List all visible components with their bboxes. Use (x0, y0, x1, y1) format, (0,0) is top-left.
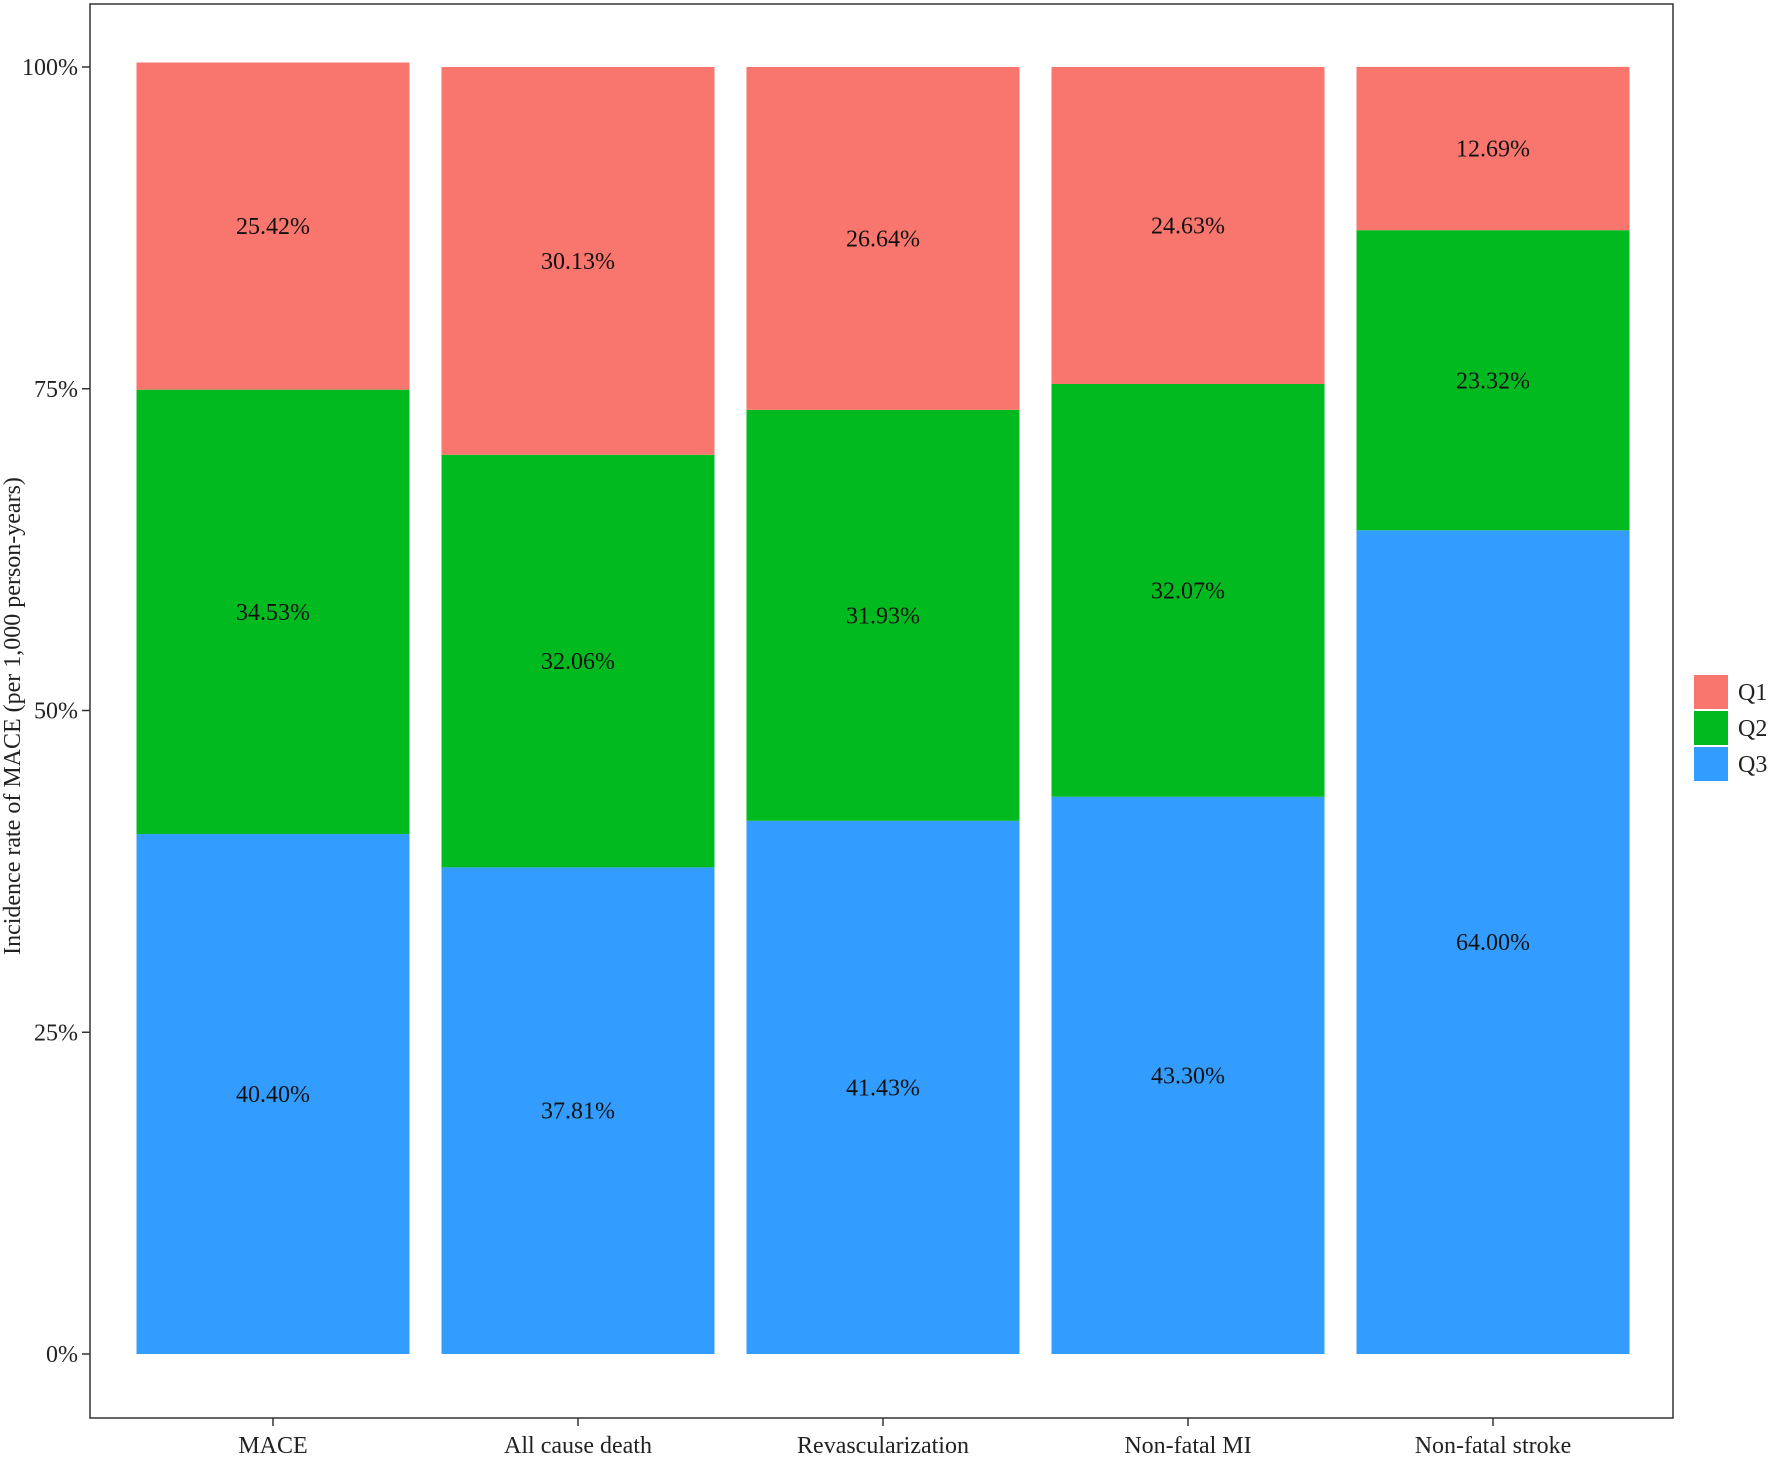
x-category-label: Revascularization (797, 1433, 969, 1459)
legend-label-q1: Q1 (1738, 680, 1767, 706)
x-category-label: MACE (238, 1433, 307, 1459)
bar-q1-non-fatal-stroke (1356, 66, 1630, 231)
bar-value-label: 32.06% (541, 649, 615, 675)
legend-label-q2: Q2 (1738, 716, 1767, 742)
legend-key-q2 (1694, 711, 1728, 745)
bar-q2-mace (136, 389, 410, 835)
bar-value-label: 25.42% (236, 214, 310, 240)
bar-labels: 40.40% 34.53% 25.42% 37.81% 32.06% 30.13% 41.4… (236, 137, 1530, 1125)
legend-label-q3: Q3 (1738, 752, 1767, 778)
bar-q1-revascularization (746, 67, 1020, 410)
bar-q3-mace (136, 834, 410, 1354)
bar-value-label: 64.00% (1456, 930, 1530, 956)
bar-q3-all-cause-death (441, 867, 715, 1354)
bar-value-label: 41.43% (846, 1075, 920, 1101)
bar-q3-non-fatal-mi (1051, 796, 1325, 1354)
bar-value-label: 37.81% (541, 1099, 615, 1125)
bar-q2-non-fatal-stroke (1356, 230, 1630, 531)
y-axis: 0% 25% 50% 75% 100% (22, 55, 90, 1368)
bar-q1-all-cause-death (441, 67, 715, 455)
bar-value-label: 24.63% (1151, 213, 1225, 239)
y-tick-label: 75% (34, 377, 78, 403)
y-tick-label: 50% (34, 699, 78, 725)
bar-value-label: 23.32% (1456, 368, 1530, 394)
bar-q2-all-cause-death (441, 454, 715, 868)
y-tick-label: 0% (46, 1342, 78, 1368)
x-axis: MACE All cause death Revascularization Non-… (238, 1418, 1571, 1459)
bar-value-label: 43.30% (1151, 1063, 1225, 1089)
bar-q1-non-fatal-mi (1051, 67, 1325, 384)
bar-q3-non-fatal-stroke (1356, 530, 1630, 1354)
y-tick-label: 25% (34, 1020, 78, 1046)
bar-q1-mace (136, 62, 410, 390)
y-axis-title: Incidence rate of MACE (per 1,000 person… (0, 477, 26, 955)
y-tick-label: 100% (22, 55, 78, 81)
bar-q3-revascularization (746, 820, 1020, 1354)
bar-q2-revascularization (746, 409, 1020, 821)
bar-value-label: 34.53% (236, 600, 310, 626)
x-category-label: Non-fatal MI (1124, 1433, 1251, 1459)
legend-key-q1 (1694, 675, 1728, 709)
bar-q2-non-fatal-mi (1051, 383, 1325, 797)
legend: Q1 Q2 Q3 (1694, 675, 1767, 781)
x-category-label: All cause death (504, 1433, 652, 1459)
bar-value-label: 30.13% (541, 249, 615, 275)
bar-value-label: 40.40% (236, 1082, 310, 1108)
bar-value-label: 31.93% (846, 603, 920, 629)
bar-value-label: 12.69% (1456, 137, 1530, 163)
x-category-label: Non-fatal stroke (1415, 1433, 1572, 1459)
bar-value-label: 26.64% (846, 226, 920, 252)
legend-key-q3 (1694, 747, 1728, 781)
bar-value-label: 32.07% (1151, 578, 1225, 604)
bars (136, 62, 1630, 1354)
